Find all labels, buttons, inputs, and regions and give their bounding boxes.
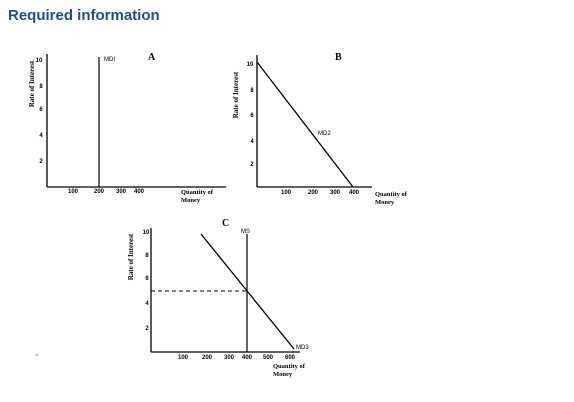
- panel-c-md3-curve: [200, 233, 295, 350]
- panel-c-x-axis-label: Quantity of: [273, 363, 306, 370]
- panel-a-title: A: [148, 52, 156, 63]
- panel-c-y-axis-label: Rate of Interest: [127, 233, 135, 280]
- panel-c-x-tick: 200: [202, 355, 213, 361]
- panel-a-y-tick: 6: [39, 107, 43, 113]
- panel-b-y-tick: 4: [250, 139, 254, 145]
- panel-c-y-tick: 6: [145, 276, 149, 282]
- panel-a-curve-label: MDI: [104, 57, 115, 63]
- panel-b: B Rate of Interest 10 8 6 4 2 100 200 30…: [232, 52, 408, 206]
- panel-b-y-tick: 2: [250, 162, 254, 168]
- panel-c-supply-label: MS: [241, 229, 250, 235]
- panel-b-x-axis-label: Quantity of: [375, 191, 408, 198]
- panel-c-x-tick: 400: [242, 355, 253, 361]
- panel-c-title: C: [222, 218, 229, 229]
- panel-a-y-tick: 10: [36, 58, 43, 64]
- panel-b-x-tick: 100: [281, 190, 292, 196]
- panel-a-x-tick: 100: [68, 189, 79, 195]
- panel-b-curve-label: MD2: [318, 131, 331, 137]
- panel-c-curve-label: MD3: [296, 345, 309, 351]
- panel-b-x-axis-label: Money: [375, 199, 395, 206]
- panel-b-y-tick: 8: [250, 88, 254, 94]
- panel-b-y-axis-label: Rate of Interest: [232, 71, 240, 118]
- panel-b-title: B: [335, 52, 342, 63]
- panel-c-y-tick: 2: [145, 326, 149, 332]
- panel-b-y-tick: 10: [247, 62, 254, 68]
- panel-a-x-tick: 200: [94, 189, 105, 195]
- panel-c-y-tick: 4: [145, 301, 149, 307]
- panel-c-y-tick: 8: [145, 253, 149, 259]
- panel-a-y-tick: 4: [39, 133, 43, 139]
- panel-c-x-tick: 600: [285, 355, 296, 361]
- stray-dot: [36, 354, 38, 356]
- panel-b-md2-curve: [256, 61, 354, 188]
- panel-a: A Rate of Interest 10 8 6 4 2 100 200 30…: [28, 52, 226, 204]
- panel-b-y-tick: 6: [250, 113, 254, 119]
- page-title: Required information: [8, 7, 160, 24]
- panel-a-x-tick: 300: [116, 189, 127, 195]
- panel-a-y-axis-label: Rate of Interest: [28, 60, 36, 107]
- panel-a-x-axis-label: Quantity of: [181, 189, 214, 196]
- panel-a-x-tick: 400: [134, 189, 145, 195]
- panel-a-x-axis-label: Money: [181, 197, 201, 204]
- panel-c-x-tick: 300: [224, 355, 235, 361]
- panel-b-x-tick: 300: [330, 190, 341, 196]
- panel-b-x-tick: 400: [349, 190, 360, 196]
- panel-c-y-tick: 10: [143, 230, 150, 236]
- panel-c-x-axis-label: Money: [273, 371, 293, 378]
- panel-c-x-tick: 100: [178, 355, 189, 361]
- panel-a-y-tick: 2: [39, 159, 43, 165]
- panel-c: C Rate of Interest 10 8 6 4 2 100 200 30…: [127, 218, 309, 378]
- panel-b-x-tick: 200: [308, 190, 319, 196]
- panel-a-y-tick: 8: [39, 84, 43, 90]
- panel-c-x-tick: 500: [263, 355, 274, 361]
